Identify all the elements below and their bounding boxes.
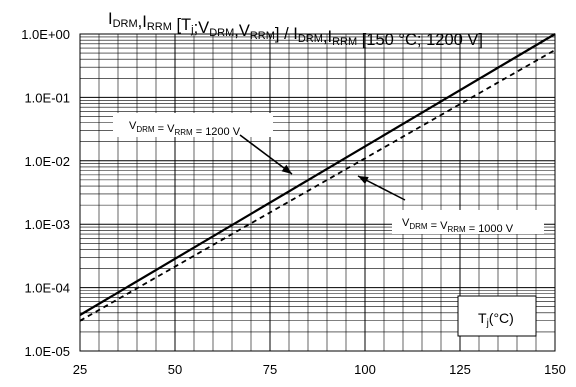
x-tick-label: 50 [168, 362, 182, 377]
x-axis-label-box [457, 295, 537, 337]
plot-frame [79, 33, 556, 352]
x-tick-label: 150 [544, 362, 566, 377]
x-axis-label: Tj(°C) [478, 310, 514, 329]
x-tick-label: 25 [73, 362, 87, 377]
arrow-1000v-head [358, 176, 369, 185]
series-lines [79, 33, 556, 322]
series-line-1200v [79, 33, 556, 316]
y-tick-label: 1.0E-04 [24, 281, 70, 296]
y-tick-label: 1.0E-01 [24, 90, 70, 105]
x-tick-label: 75 [263, 362, 277, 377]
annotations: VDRM = VRRM = 1200 V VDRM = VRRM = 1000 V… [113, 113, 544, 337]
y-tick-label: 1.0E-05 [24, 344, 70, 359]
chart-title: IDRM,IRRM [Tj;VDRM,VRRM] / IDRM,IRRM [15… [108, 10, 483, 49]
label-box-1000v [392, 210, 544, 234]
x-tick-label: 100 [354, 362, 376, 377]
x-tick-label: 125 [449, 362, 471, 377]
arrow-1200v [239, 134, 293, 175]
y-tick-label: 1.0E+00 [21, 27, 70, 42]
x-tick-labels: 25 50 75 100 125 150 [73, 362, 566, 377]
arrow-1200v-head [281, 164, 292, 174]
series-label-1200v: VDRM = VRRM = 1200 V [129, 120, 241, 138]
y-tick-labels: 1.0E+00 1.0E-01 1.0E-02 1.0E-03 1.0E-04 1.0E-… [21, 27, 70, 359]
y-tick-label: 1.0E-03 [24, 217, 70, 232]
label-box-1200v [113, 113, 273, 137]
series-label-1000v: VDRM = VRRM = 1000 V [402, 217, 514, 235]
series-line-1000v [79, 49, 556, 322]
y-tick-label: 1.0E-02 [24, 154, 70, 169]
